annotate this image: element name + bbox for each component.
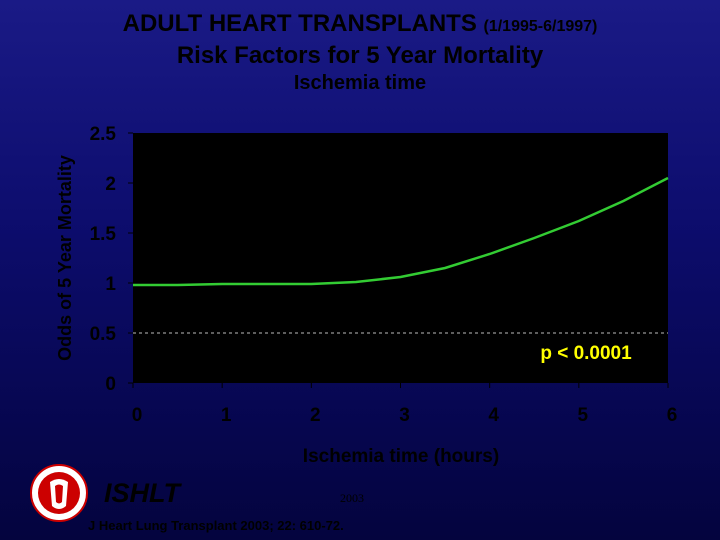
y-tick-label: 0 — [105, 374, 116, 395]
page-title: ADULT HEART TRANSPLANTS (1/1995-6/1997) — [0, 10, 720, 38]
x-tick-label: 0 — [132, 405, 143, 426]
chart-subtitle: Ischemia time — [293, 72, 427, 94]
y-axis: 0 0.5 1 1.5 2 2.5 — [90, 124, 133, 395]
x-tick-label: 1 — [221, 405, 232, 426]
title-dates: (1/1995-6/1997) — [483, 18, 598, 35]
x-axis-label: Ischemia time (hours) — [303, 446, 499, 467]
year-label: 2003 — [340, 491, 364, 505]
x-axis: 0 1 2 3 4 5 6 — [132, 383, 678, 426]
title-main: ADULT HEART TRANSPLANTS — [122, 10, 477, 37]
ishlt-label: ISHLT — [104, 478, 180, 508]
plot-area — [133, 133, 668, 383]
citation: J Heart Lung Transplant 2003; 22: 610-72… — [88, 518, 344, 533]
y-tick-label: 1 — [105, 274, 116, 295]
p-value-annotation: p < 0.0001 — [540, 343, 632, 364]
y-tick-label: 2 — [105, 174, 116, 195]
y-tick-label: 1.5 — [90, 224, 117, 245]
ishlt-logo-icon — [30, 464, 88, 522]
y-tick-label: 0.5 — [90, 324, 117, 345]
series-line — [133, 176, 669, 287]
y-axis-label: Odds of 5 Year Mortality — [55, 155, 75, 361]
x-tick-label: 6 — [667, 405, 678, 426]
x-tick-label: 5 — [578, 405, 589, 426]
y-tick-label: 2.5 — [90, 124, 117, 145]
x-tick-label: 2 — [310, 405, 321, 426]
x-tick-label: 4 — [488, 405, 499, 426]
chart-title: Risk Factors for 5 Year Mortality — [176, 42, 544, 69]
x-tick-label: 3 — [399, 405, 410, 426]
